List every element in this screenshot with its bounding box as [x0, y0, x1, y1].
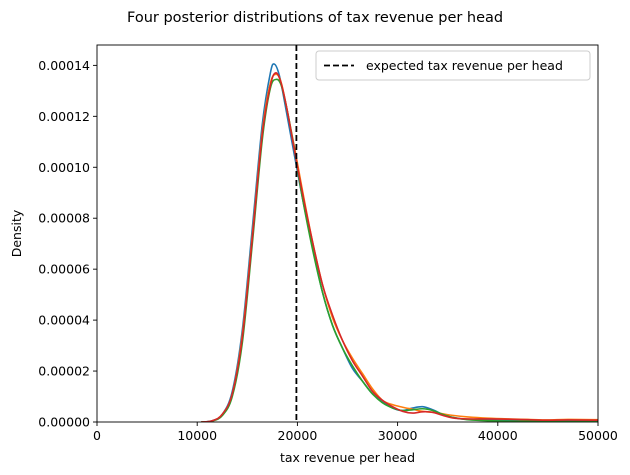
y-axis-label: Density [9, 209, 24, 257]
y-tick-label: 0.00006 [38, 262, 90, 277]
plot-frame [96, 44, 599, 423]
y-tick-label: 0.00014 [38, 58, 90, 73]
legend: expected tax revenue per head [315, 50, 591, 81]
density-line-3 [201, 78, 598, 422]
density-line-4 [201, 72, 598, 422]
y-tick-label: 0.00000 [38, 415, 90, 430]
x-tick-label: 10000 [177, 428, 217, 443]
series-layer [201, 63, 598, 422]
x-tick-label: 0 [93, 428, 101, 443]
density-line-1 [201, 63, 598, 422]
x-tick-label: 20000 [278, 428, 318, 443]
y-tick-label: 0.00004 [38, 313, 90, 328]
x-tick-label: 50000 [578, 428, 618, 443]
y-tick-label: 0.00002 [38, 364, 90, 379]
x-tick-label: 40000 [478, 428, 518, 443]
legend-box [315, 50, 591, 81]
x-axis: 0 10000 20000 30000 40000 50000 [93, 422, 618, 443]
y-tick-label: 0.00012 [38, 109, 90, 124]
x-axis-label: tax revenue per head [280, 450, 415, 465]
chart-title: Four posterior distributions of tax reve… [127, 10, 503, 26]
y-tick-label: 0.00008 [38, 211, 90, 226]
y-axis: 0.00000 0.00002 0.00004 0.00006 0.00008 0.000… [38, 58, 97, 430]
density-line-2 [201, 73, 598, 422]
legend-label: expected tax revenue per head [366, 58, 563, 73]
x-tick-label: 30000 [378, 428, 418, 443]
y-tick-label: 0.00010 [38, 160, 90, 175]
